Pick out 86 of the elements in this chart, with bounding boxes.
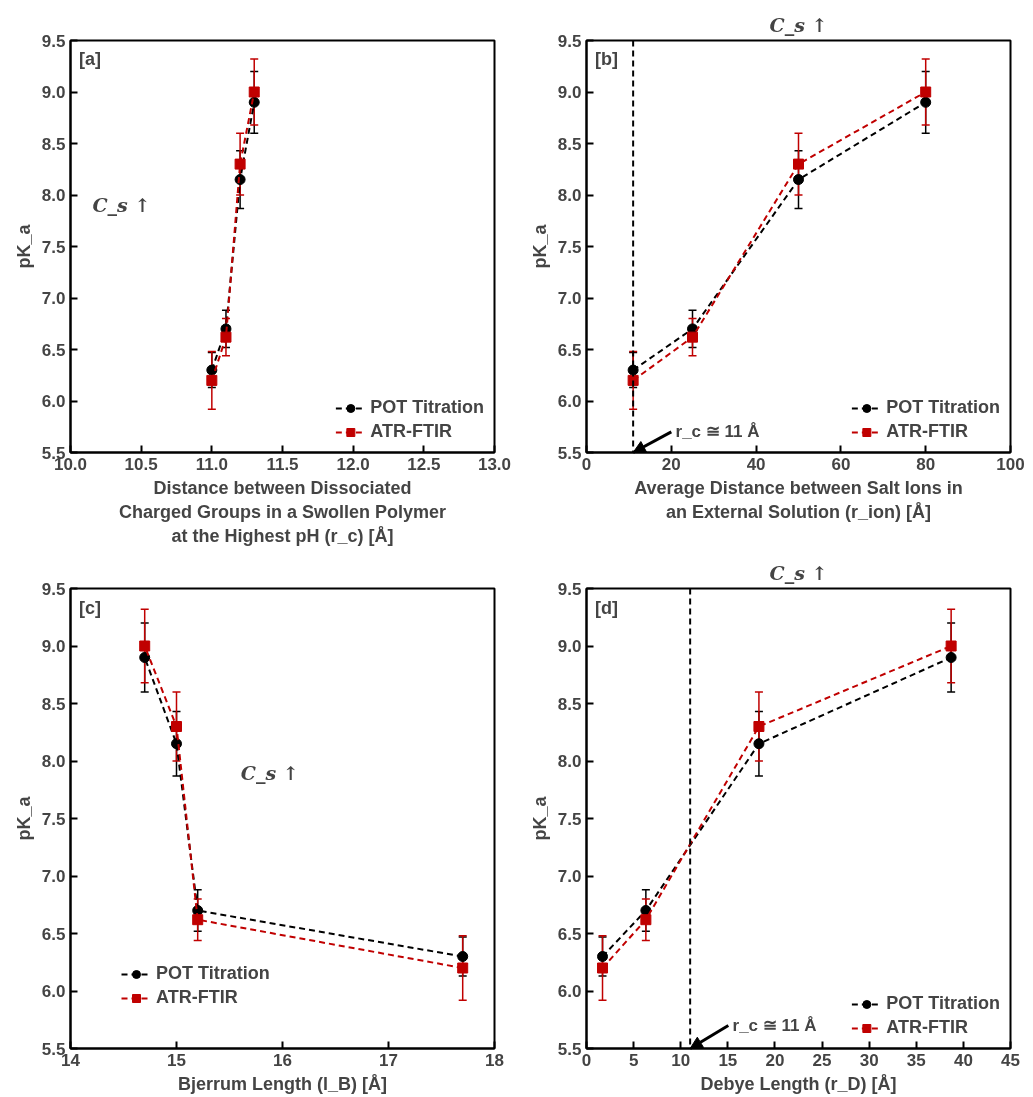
y-tick-label: 5.5	[557, 443, 582, 463]
annotation: C_s ↑	[240, 761, 299, 784]
y-tick-label: 8.0	[41, 186, 66, 205]
y-tick-label: 8.0	[557, 186, 582, 205]
y-tick-label: 7.0	[557, 867, 582, 886]
x-tick-label: 10	[671, 1050, 691, 1070]
legend-label: ATR-FTIR	[370, 421, 452, 442]
x-tick-label: 12.0	[336, 454, 370, 474]
x-tick-label: 12.5	[407, 454, 441, 474]
x-tick-label: 80	[916, 454, 936, 474]
y-axis-title: pK_a	[13, 223, 34, 269]
annotation: [a]	[78, 48, 101, 69]
y-tick-label: 6.5	[557, 340, 582, 360]
text: C_s ↑	[769, 13, 828, 36]
text: C_s ↑	[769, 561, 828, 584]
x-tick-label: 45	[1001, 1050, 1020, 1070]
x-tick-label: 17	[379, 1050, 398, 1070]
x-tick-label: 11.5	[266, 454, 299, 474]
y-tick-label: 6.5	[41, 340, 66, 360]
x-tick-label: 15	[718, 1050, 738, 1070]
legend-label: POT Titration	[886, 993, 1000, 1014]
y-tick-label: 7.5	[41, 237, 66, 257]
x-tick-label: 5	[628, 1050, 639, 1070]
y-tick-label: 7.0	[41, 867, 66, 886]
y-tick-label: 6.0	[41, 392, 66, 411]
y-tick-label: 7.5	[557, 237, 582, 257]
x-tick-label: 35	[906, 1050, 926, 1070]
y-tick-label: 6.0	[41, 982, 66, 1001]
y-tick-label: 7.5	[557, 809, 582, 829]
legend-label: ATR-FTIR	[886, 421, 968, 442]
x-tick-label: 11.0	[195, 454, 228, 474]
x-tick-label: 15	[167, 1050, 186, 1070]
x-tick-label: 40	[953, 1050, 973, 1070]
x-tick-label: 0	[581, 454, 592, 474]
x-tick-label: 10.5	[124, 454, 158, 474]
x-tick-label: 0	[581, 1050, 592, 1070]
y-axis-title: pK_a	[13, 795, 34, 841]
y-tick-label: 6.0	[557, 982, 582, 1001]
x-tick-label: 25	[812, 1050, 832, 1070]
legend-label: POT Titration	[370, 397, 484, 418]
y-tick-label: 8.5	[41, 134, 66, 154]
x-tick-label: 13.0	[477, 454, 512, 474]
annotation: [d]	[594, 597, 618, 618]
y-tick-label: 5.5	[557, 1039, 582, 1059]
x-tick-label: 60	[831, 454, 851, 474]
y-tick-label: 9.5	[557, 31, 582, 51]
x-axis-title: Debye Length (r_D) [Å]	[700, 1073, 897, 1094]
x-axis-title: Bjerrum Length (l_B) [Å]	[178, 1073, 387, 1094]
y-tick-label: 7.5	[41, 809, 66, 829]
y-axis-title: pK_a	[529, 795, 550, 841]
y-tick-label: 7.0	[41, 289, 66, 308]
y-tick-label: 8.0	[41, 752, 66, 771]
y-tick-label: 9.5	[41, 31, 66, 51]
x-tick-label: 40	[746, 454, 766, 474]
legend-label: ATR-FTIR	[156, 987, 238, 1008]
ref-line-label: r_c ≅ 11 Å	[732, 1016, 817, 1035]
y-tick-label: 6.5	[557, 924, 582, 944]
x-tick-label: 100	[996, 454, 1025, 474]
ref-line-label: r_c ≅ 11 Å	[675, 422, 760, 442]
annotation: [c]	[78, 597, 101, 618]
x-axis-title: Average Distance between Salt Ions in an External Solution (r_ion) [Å]	[634, 477, 963, 522]
y-tick-label: 6.5	[41, 924, 66, 944]
y-tick-label: 9.0	[41, 83, 66, 102]
y-tick-label: 9.0	[557, 83, 582, 102]
x-tick-label: 16	[273, 1050, 292, 1070]
legend-label: POT Titration	[156, 963, 270, 984]
y-tick-label: 9.5	[41, 579, 66, 599]
y-axis-title: pK_a	[529, 223, 550, 269]
y-tick-label: 9.0	[41, 637, 66, 656]
x-tick-label: 18	[485, 1050, 504, 1070]
y-tick-label: 6.0	[557, 392, 582, 411]
x-tick-label: 20	[765, 1050, 785, 1070]
x-tick-label: 30	[859, 1050, 879, 1070]
annotation: C_s ↑	[92, 194, 151, 217]
x-tick-label: 20	[661, 454, 681, 474]
x-axis-title: Distance between Dissociated Charged Groups in a Swollen Polymer at the Highest pH (r_c) [Å]	[118, 477, 447, 546]
legend-label: ATR-FTIR	[886, 1017, 968, 1038]
y-tick-label: 7.0	[557, 289, 582, 308]
y-tick-label: 9.0	[557, 637, 582, 656]
y-tick-label: 8.5	[41, 694, 66, 714]
y-tick-label: 9.5	[557, 579, 582, 599]
y-tick-label: 8.5	[557, 134, 582, 154]
legend-label: POT Titration	[886, 397, 1000, 418]
y-tick-label: 8.0	[557, 752, 582, 771]
annotation: [b]	[594, 48, 618, 69]
y-tick-label: 8.5	[557, 694, 582, 714]
